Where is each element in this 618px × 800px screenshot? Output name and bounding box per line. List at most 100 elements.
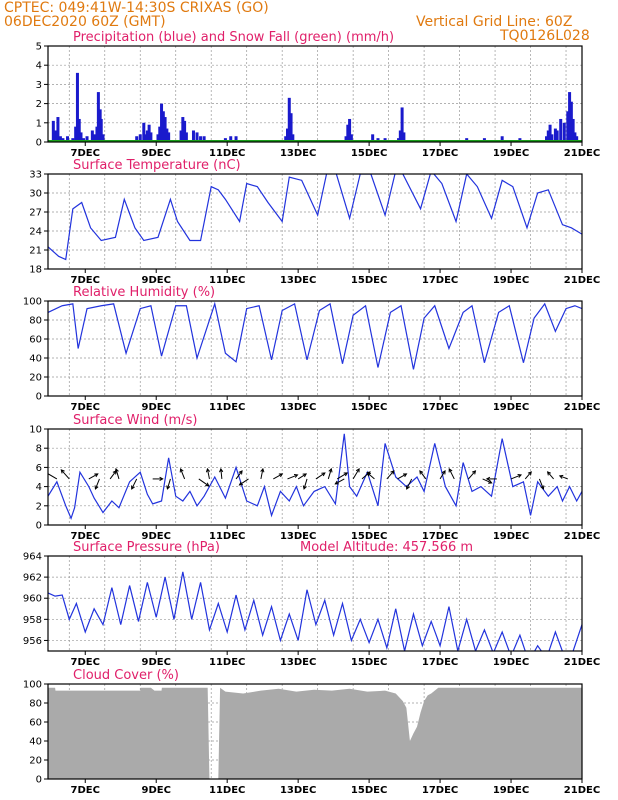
y-tick-label: 2 [36, 501, 42, 512]
precip-bar [546, 130, 550, 142]
precip-bar [161, 111, 165, 142]
wind-arrow [367, 472, 375, 480]
precip-bar [575, 136, 579, 142]
precip-bar [548, 124, 552, 142]
precip-bar [58, 136, 62, 142]
wind-arrow-head [419, 470, 424, 475]
precip-bar [402, 132, 406, 142]
precip-bar [348, 118, 352, 142]
precip-bar [74, 126, 78, 142]
precip-bar [160, 103, 164, 142]
x-tick-label: 17DEC [422, 275, 458, 286]
wind-arrow-head [406, 485, 410, 490]
y-tick-label: 4 [36, 61, 42, 72]
precip-bar [202, 136, 206, 142]
y-tick-label: 100 [23, 680, 42, 691]
wind-arrow-head [485, 476, 491, 482]
x-tick-label: 21DEC [564, 531, 600, 542]
precip-bar [569, 101, 573, 142]
x-tick-label: 21DEC [564, 657, 600, 668]
panel-precip: Precipitation (blue) and Snow Fall (gree… [36, 30, 601, 159]
x-tick-label: 19DEC [493, 657, 529, 668]
precip-bar [349, 134, 353, 142]
y-tick-label: 80 [29, 316, 42, 327]
wind-arrow [352, 468, 360, 480]
wind-arrow [547, 471, 554, 480]
y-tick-label: 6 [36, 463, 42, 474]
precip-bar [371, 134, 375, 142]
x-tick-label: 17DEC [422, 148, 458, 159]
precip-bar [165, 128, 169, 142]
precip-bar [179, 130, 183, 142]
precip-bar [56, 117, 60, 142]
x-tick-label: 17DEC [422, 657, 458, 668]
press-line [48, 571, 582, 651]
wind-arrow [419, 470, 427, 480]
panel-title: Cloud Cover (%) [73, 668, 179, 683]
precip-bar [183, 120, 187, 142]
y-tick-label: 100 [23, 297, 42, 308]
wind-arrow [327, 468, 332, 480]
precip-bar [545, 136, 549, 142]
wind-arrow [482, 478, 492, 484]
wind-arrow [235, 470, 243, 480]
y-tick-label: 0 [36, 138, 42, 149]
wind-arrow [439, 470, 446, 480]
panel-temp: Surface Temperature (nC) 18 21 24 27 30 33 7DEC… [29, 158, 600, 286]
wind-arrow-head [558, 474, 564, 479]
precip-bar [181, 117, 185, 142]
precip-bar [75, 72, 79, 142]
precip-bar [553, 128, 557, 142]
y-tick-label: 8 [36, 444, 42, 455]
y-tick-label: 956 [23, 636, 42, 647]
wind-arrow-head [302, 485, 307, 490]
wind-arrow [260, 468, 264, 480]
wind-arrow [303, 478, 308, 490]
precip-bar [163, 117, 167, 142]
wind-arrow [297, 473, 307, 480]
y-tick-label: 0 [36, 521, 42, 532]
precip-bar [284, 136, 288, 142]
wind-arrow-head [114, 467, 119, 473]
y-tick-label: 33 [29, 170, 42, 181]
precip-bar [51, 120, 55, 142]
x-tick-label: 21DEC [564, 785, 600, 796]
y-tick-label: 0 [36, 392, 42, 403]
precip-bar [184, 132, 188, 142]
precip-bar [167, 132, 171, 142]
precip-bar [566, 111, 570, 142]
precip-bar [142, 122, 146, 142]
panel-frame [47, 683, 583, 780]
panels: Precipitation (blue) and Snow Fall (gree… [23, 30, 600, 796]
panel-cloud: Cloud Cover (%) 0 20 40 60 80 100 7DEC 9DEC 11DEC… [23, 668, 600, 796]
x-tick-label: 19DEC [493, 531, 529, 542]
wind-arrow [315, 472, 326, 480]
precip-bar [99, 118, 103, 142]
wind-arrow-head [402, 473, 408, 478]
precip-bar [53, 130, 57, 142]
x-tick-label: 11DEC [209, 402, 245, 413]
x-tick-label: 11DEC [209, 148, 245, 159]
wind-arrow-head [205, 482, 210, 487]
x-tick-label: 9DEC [142, 785, 171, 796]
x-tick-label: 13DEC [280, 785, 316, 796]
y-tick-label: 20 [29, 756, 42, 767]
wind-arrow-head [488, 479, 493, 484]
panel-frame [47, 300, 583, 397]
precip-bar [66, 136, 70, 142]
y-tick-label: 2 [36, 99, 42, 110]
header-run-date: 06DEC2020 60Z (GMT) [4, 14, 166, 30]
panel-title: Precipitation (blue) and Snow Fall (gree… [73, 30, 394, 45]
precip-bar [286, 128, 290, 142]
y-tick-label: 10 [29, 425, 42, 436]
y-tick-label: 1 [36, 118, 42, 129]
data-rh [48, 301, 582, 370]
x-tick-label: 21DEC [564, 275, 600, 286]
x-tick-label: 21DEC [564, 402, 600, 413]
wind-arrow [131, 478, 138, 490]
x-tick-label: 19DEC [493, 275, 529, 286]
wind-arrow-head [390, 470, 395, 475]
precip-bar [191, 130, 195, 142]
wind-arrow-head [219, 467, 224, 473]
y-tick-label: 962 [23, 573, 42, 584]
